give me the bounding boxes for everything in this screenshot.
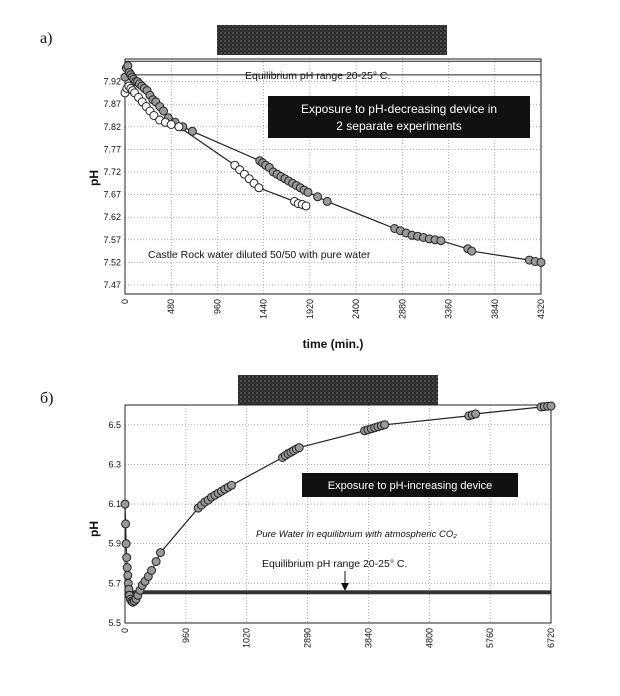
- x-tick-label: 2400: [351, 299, 361, 319]
- exposure-label-a-line2: 2 separate experiments: [336, 119, 461, 133]
- x-tick-label: 480: [166, 299, 176, 314]
- y-tick-label: 7.62: [103, 212, 121, 222]
- data-point: [122, 563, 132, 572]
- y-tick-label: 7.77: [103, 144, 121, 154]
- data-point: [467, 246, 477, 256]
- y-tick-label: 7.87: [103, 99, 121, 109]
- exposure-box-a: [268, 96, 530, 138]
- y-tick-label: 7.92: [103, 77, 121, 87]
- data-point: [436, 236, 446, 246]
- x-tick-label: 960: [181, 628, 191, 643]
- data-point: [121, 539, 131, 549]
- panel-label-a: a): [40, 30, 52, 47]
- data-point: [187, 126, 197, 136]
- equilibrium-band-b: [125, 590, 551, 595]
- data-point: [301, 201, 311, 211]
- data-point: [380, 420, 390, 430]
- x-tick-label: 1920: [305, 299, 315, 319]
- y-tick-label: 5.5: [108, 618, 121, 628]
- water-label-a: Castle Rock water diluted 50/50 with pur…: [148, 249, 371, 261]
- data-point: [303, 187, 313, 197]
- x-tick-label: 0: [120, 299, 130, 304]
- y-tick-label: 5.7: [108, 578, 121, 588]
- data-point: [159, 106, 168, 116]
- data-point: [121, 519, 131, 529]
- data-point: [313, 192, 323, 202]
- x-tick-label: 0: [120, 628, 130, 633]
- y-tick-label: 7.47: [103, 280, 121, 290]
- tick-labels-a: 7.47 7.52 7.57 7.62 7.67 7.72 7.77 7.82 7.87 7.92…: [103, 77, 546, 319]
- fit-curve-0: [124, 64, 542, 263]
- x-tick-label: 3840: [363, 628, 373, 648]
- y-tick-label: 5.9: [108, 539, 121, 549]
- x-tick-label: 960: [212, 299, 222, 314]
- y-tick-label: 7.72: [103, 167, 121, 177]
- y-tick-label: 6.3: [108, 459, 121, 469]
- data-point: [546, 401, 556, 411]
- chart-panel-b: б) 5.5 5.7 5.9 6.1 6.3 6.5 0 960 1020 2890 3840 480…: [40, 375, 556, 648]
- x-tick-label: 4320: [536, 299, 546, 319]
- data-point: [149, 111, 159, 120]
- x-tick-label: 5760: [485, 628, 495, 648]
- x-tick-label: 3840: [490, 299, 500, 319]
- panel-label-b: б): [40, 390, 53, 407]
- x-tick-label: 2890: [303, 628, 313, 648]
- data-point: [536, 257, 546, 267]
- data-point: [151, 557, 161, 567]
- x-tick-label: 3360: [444, 299, 454, 319]
- y-axis-label-a: pH: [87, 170, 101, 186]
- x-tick-label: 1440: [259, 299, 269, 319]
- tick-labels-b: 5.5 5.7 5.9 6.1 6.3 6.5 0 960 1020 2890 3840 4800 57…: [108, 420, 556, 648]
- data-point: [174, 122, 184, 132]
- data-point: [254, 183, 264, 193]
- y-tick-label: 6.1: [108, 499, 121, 509]
- y-tick-label: 7.57: [103, 235, 121, 245]
- data-point: [120, 499, 130, 509]
- y-tick-label: 7.67: [103, 190, 121, 200]
- y-axis-label-b: pH: [87, 521, 101, 537]
- data-point: [122, 553, 132, 563]
- equilibrium-label-a: Equilibrium pH range 20-25° C.: [245, 70, 390, 82]
- x-tick-label: 6720: [546, 628, 556, 648]
- plot-frame-a: [124, 58, 542, 295]
- data-point: [322, 196, 332, 206]
- fit-curves-a: [124, 64, 542, 263]
- data-point: [147, 566, 157, 575]
- y-tick-label: 7.82: [103, 122, 121, 132]
- data-point: [123, 570, 133, 580]
- y-tick-label: 6.5: [108, 420, 121, 430]
- data-point: [166, 120, 176, 129]
- pure-water-label-b: Pure Water in equilibrium with atmospher…: [256, 529, 457, 540]
- exposure-label-a-line1: Exposure to pH-decreasing device in: [301, 102, 497, 116]
- data-point: [227, 480, 236, 490]
- header-banner-b: [238, 375, 438, 405]
- header-banner-a: [217, 25, 447, 55]
- data-point: [156, 548, 165, 558]
- equilibrium-label-b: Equilibrium pH range 20-25° C.: [262, 558, 407, 570]
- data-point: [294, 443, 304, 453]
- y-tick-label: 7.52: [103, 257, 121, 267]
- chart-panel-a: a) 7.477.527.577.627.677.727.777.827.877…: [40, 25, 546, 351]
- exposure-box-b: [302, 473, 518, 497]
- x-tick-label: 1020: [242, 628, 252, 648]
- x-tick-label: 4800: [424, 628, 434, 648]
- data-point: [471, 409, 481, 419]
- data-points-b: [120, 401, 556, 607]
- exposure-label-b: Exposure to pH-increasing device: [328, 480, 492, 492]
- x-tick-label: 2880: [397, 299, 407, 319]
- x-axis-label-a: time (min.): [303, 337, 364, 351]
- arrow-head-icon: [341, 583, 349, 591]
- data-points-a: [120, 61, 546, 267]
